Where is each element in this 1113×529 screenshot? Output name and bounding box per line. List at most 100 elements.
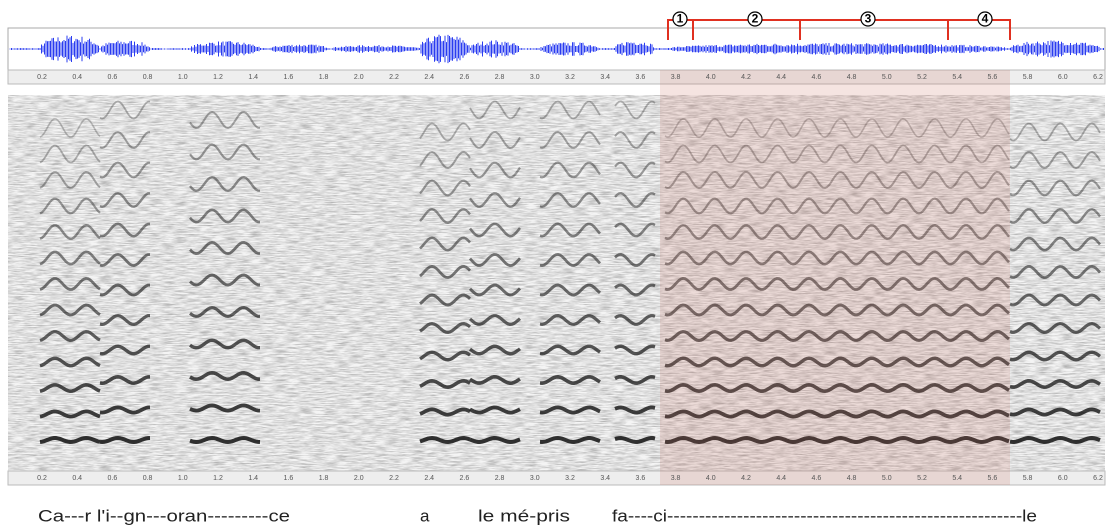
harmonic: [419, 293, 472, 307]
marker-label: 3: [865, 12, 872, 26]
top-tick-label: 3.4: [600, 74, 610, 81]
harmonic: [614, 252, 656, 267]
harmonic: [469, 405, 521, 415]
harmonic: [189, 175, 261, 193]
top-tick-label: 4.6: [812, 74, 822, 81]
harmonic: [419, 407, 471, 417]
harmonic: [39, 197, 101, 215]
bottom-tick-label: 5.0: [882, 475, 892, 482]
harmonic: [469, 161, 521, 179]
top-tick-label: 0.8: [143, 74, 153, 81]
harmonic: [419, 179, 471, 197]
harmonic: [469, 131, 521, 150]
harmonic: [99, 435, 151, 445]
harmonic: [39, 409, 101, 419]
harmonic: [99, 222, 151, 238]
harmonic: [1009, 264, 1102, 280]
harmonic: [539, 344, 601, 356]
marker-circle: [672, 11, 688, 27]
harmonic: [539, 130, 601, 150]
bottom-tick-label: 2.2: [389, 475, 399, 482]
bottom-tick-label: 1.0: [178, 475, 188, 482]
harmonic: [1009, 435, 1101, 445]
harmonic: [39, 144, 101, 164]
harmonic: [469, 435, 521, 445]
marker-circle: [747, 11, 763, 27]
harmonic: [468, 314, 522, 327]
harmonic: [99, 374, 151, 386]
top-tick-label: 2.4: [424, 74, 434, 81]
lyric: Ca---r l'i--gn---oran---------ce: [38, 506, 290, 525]
harmonic: [39, 382, 101, 394]
harmonic: [1009, 122, 1101, 142]
harmonic: [39, 329, 101, 343]
harmonic: [614, 283, 656, 297]
waveform: [9, 34, 1104, 64]
harmonic: [468, 283, 522, 297]
top-tick-label: 5.6: [988, 74, 998, 81]
harmonic: [664, 382, 1010, 394]
harmonic: [539, 435, 601, 445]
bottom-tick-label: 2.6: [460, 475, 470, 482]
harmonic: [189, 435, 261, 445]
lyric: a: [420, 506, 430, 525]
top-tick-label: 2.0: [354, 74, 364, 81]
harmonic: [614, 222, 656, 238]
harmonic: [614, 344, 656, 356]
harmonic: [664, 329, 1010, 343]
top-tick-label: 5.0: [882, 74, 892, 81]
top-tick-label: 2.2: [389, 74, 399, 81]
harmonic: [664, 409, 1010, 419]
top-tick-label: 1.8: [319, 74, 329, 81]
harmonic: [539, 313, 601, 327]
top-tick-label: 6.2: [1093, 74, 1103, 81]
selection-highlight: [660, 70, 1010, 485]
marker-label: 1: [677, 12, 684, 26]
marker-circle: [860, 11, 876, 27]
harmonic: [469, 374, 521, 386]
harmonic: [664, 223, 1010, 241]
harmonic: [419, 321, 471, 335]
bottom-tick-label: 4.8: [847, 475, 857, 482]
top-tick-label: 4.2: [741, 74, 751, 81]
top-tick-label: 4.0: [706, 74, 716, 81]
top-tick-label: 4.8: [847, 74, 857, 81]
top-tick-label: 2.6: [460, 74, 470, 81]
lyric: fa----ci--------------------------------…: [612, 506, 1037, 525]
harmonic: [1009, 321, 1102, 335]
harmonic: [664, 435, 1010, 445]
bottom-tick-label: 1.4: [248, 475, 258, 482]
top-tick-label: 5.2: [917, 74, 927, 81]
harmonic: [614, 313, 656, 326]
harmonic: [39, 435, 101, 445]
harmonic: [664, 170, 1010, 190]
harmonic: [539, 405, 601, 415]
top-tick-label: 6.0: [1058, 74, 1068, 81]
harmonic: [539, 283, 602, 297]
harmonic: [99, 100, 151, 120]
bottom-tick-label: 3.4: [600, 475, 610, 482]
harmonic: [1009, 236, 1101, 252]
harmonic: [1009, 407, 1101, 417]
harmonic: [1009, 293, 1102, 307]
bottom-tick-label: 1.6: [284, 475, 294, 482]
harmonic: [99, 283, 150, 297]
harmonic: [99, 130, 151, 150]
top-tick-label: 0.6: [108, 74, 118, 81]
harmonic: [419, 264, 471, 280]
bottom-tick-label: 1.2: [213, 475, 223, 482]
bottom-tick-label: 1.8: [319, 475, 329, 482]
bottom-tick-label: 4.4: [776, 475, 786, 482]
top-tick-label: 3.2: [565, 74, 575, 81]
top-tick-label: 0.4: [72, 74, 82, 81]
harmonic: [189, 403, 261, 413]
harmonic: [539, 252, 602, 268]
harmonic: [419, 150, 471, 170]
harmonic: [614, 161, 656, 179]
harmonic: [468, 253, 522, 268]
top-tick-label: 1.6: [284, 74, 294, 81]
harmonic: [189, 370, 261, 382]
bottom-tick-label: 0.6: [108, 475, 118, 482]
harmonic: [469, 222, 521, 238]
